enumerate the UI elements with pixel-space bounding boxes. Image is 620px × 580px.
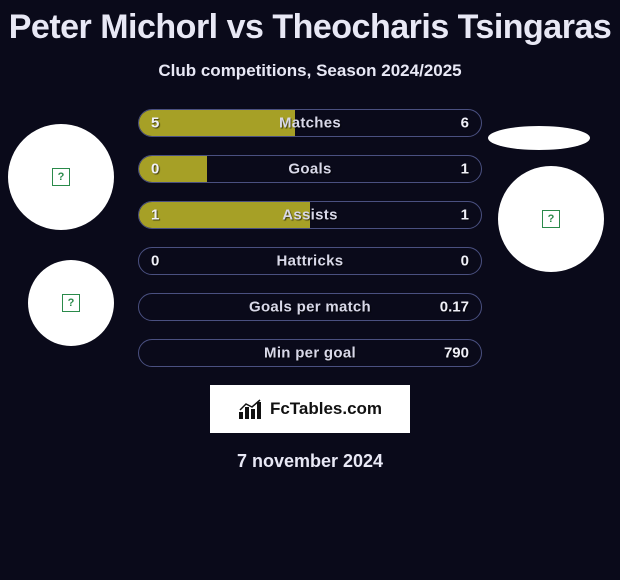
stat-value-right: 0.17: [440, 299, 469, 316]
stat-row: 1 Assists 1: [138, 201, 482, 229]
stat-label: Goals: [288, 161, 331, 178]
stat-label: Hattricks: [277, 253, 344, 270]
stat-row: 5 Matches 6: [138, 109, 482, 137]
stat-fill-left: [139, 110, 295, 136]
stat-row: 0 Hattricks 0: [138, 247, 482, 275]
stat-label: Min per goal: [264, 345, 356, 362]
stat-label: Matches: [279, 115, 341, 132]
stat-value-right: 6: [461, 115, 469, 132]
branding-badge: FcTables.com: [210, 385, 410, 433]
brand-text: FcTables.com: [270, 399, 382, 419]
stat-label: Goals per match: [249, 299, 371, 316]
stat-value-right: 0: [461, 253, 469, 270]
broken-image-icon: [542, 210, 560, 228]
stat-row: 0 Goals 1: [138, 155, 482, 183]
stat-value-left: 0: [151, 253, 159, 270]
stat-value-left: 0: [151, 161, 159, 178]
player-left-bottom-avatar: [28, 260, 114, 346]
broken-image-icon: [62, 294, 80, 312]
decorative-ellipse: [488, 126, 590, 150]
date-text: 7 november 2024: [0, 451, 620, 472]
broken-image-icon: [52, 168, 70, 186]
stat-label: Assists: [282, 207, 337, 224]
stat-value-right: 790: [444, 345, 469, 362]
player-right-avatar: [498, 166, 604, 272]
stat-value-left: 5: [151, 115, 159, 132]
stats-container: 5 Matches 6 0 Goals 1 1 Assists 1 0 Hattricks 0 Goal…: [138, 109, 482, 367]
stat-fill-left: [139, 156, 207, 182]
stat-row: Min per goal 790: [138, 339, 482, 367]
brand-chart-icon: [238, 398, 264, 420]
stat-value-right: 1: [461, 161, 469, 178]
stat-value-right: 1: [461, 207, 469, 224]
player-left-top-avatar: [8, 124, 114, 230]
page-title: Peter Michorl vs Theocharis Tsingaras: [0, 0, 620, 47]
subtitle: Club competitions, Season 2024/2025: [0, 61, 620, 81]
stat-value-left: 1: [151, 207, 159, 224]
stat-row: Goals per match 0.17: [138, 293, 482, 321]
